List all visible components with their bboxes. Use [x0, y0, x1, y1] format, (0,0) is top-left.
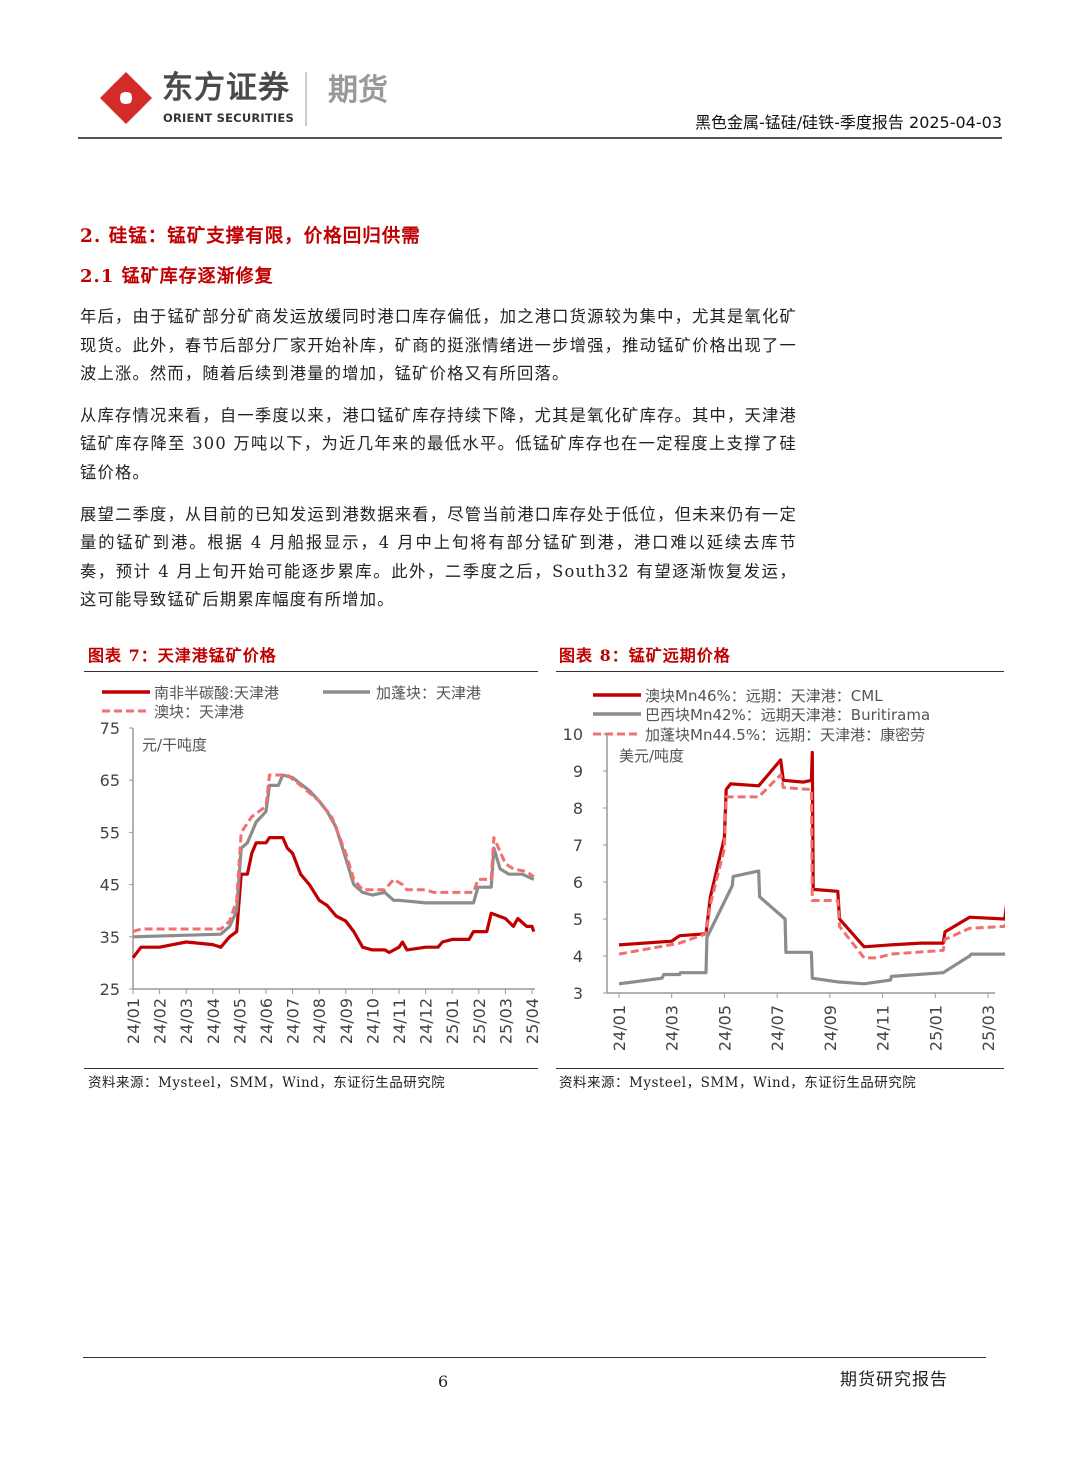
y-tick-label: 25: [100, 980, 120, 999]
x-tick-label: 25/01: [443, 998, 462, 1044]
y-tick-label: 4: [573, 947, 583, 966]
x-tick-label: 24/01: [610, 1005, 629, 1051]
x-tick-label: 24/08: [310, 998, 329, 1044]
x-tick-label: 24/11: [390, 998, 409, 1044]
body-text: 年后，由于锰矿部分矿商发运放缓同时港口库存偏低，加之港口货源较为集中，尤其是氧化…: [80, 303, 797, 628]
x-tick-label: 25/01: [926, 1005, 945, 1051]
header-divider: [78, 137, 1002, 139]
legend-label: 加蓬块Mn44.5%：远期：天津港：康密劳: [645, 726, 925, 744]
x-tick-label: 24/09: [821, 1005, 840, 1051]
figure-8-source: 资料来源：Mysteel，SMM，Wind，东证衍生品研究院: [559, 1075, 917, 1091]
legend: 澳块Mn46%：远期：天津港：CML 巴西块Mn42%：远期天津港：Buriti…: [593, 687, 930, 744]
logo-division: 期货: [328, 73, 388, 108]
y-axis-unit: 美元/吨度: [619, 747, 684, 765]
figure-7-chart: 南非半碳酸:天津港 加蓬块：天津港 澳块：天津港 元/干吨度 25 35 45 55 6…: [100, 684, 540, 1044]
x-tick-label: 25/03: [979, 1005, 998, 1051]
x-tick-label: 24/05: [715, 1005, 734, 1051]
footer-divider: [83, 1357, 986, 1358]
paragraph: 从库存情况来看，自一季度以来，港口锰矿库存持续下降，尤其是氧化矿库存。其中，天津…: [80, 405, 797, 482]
x-tick-label: 24/01: [124, 998, 143, 1044]
company-logo: [98, 70, 154, 126]
subsection-heading: 2.1 锰矿库存逐渐修复: [80, 266, 274, 287]
x-tick-label: 24/03: [177, 998, 196, 1044]
y-tick-label: 55: [100, 823, 120, 842]
x-tick-label: 24/09: [337, 998, 356, 1044]
y-tick-label: 65: [100, 771, 120, 790]
y-tick-label: 45: [100, 876, 120, 895]
legend-label: 澳块：天津港: [154, 703, 244, 721]
figure-8-chart: 澳块Mn46%：远期：天津港：CML 巴西块Mn42%：远期天津港：Buriti…: [563, 687, 1005, 1051]
x-tick-label: 24/11: [874, 1005, 893, 1051]
y-tick-label: 7: [573, 836, 583, 855]
y-tick-label: 6: [573, 873, 583, 892]
legend-label: 巴西块Mn42%：远期天津港：Buritirama: [645, 706, 930, 724]
figure-8-top-rule: [556, 671, 1004, 672]
logo-mark-icon: [100, 72, 152, 124]
legend-label: 南非半碳酸:天津港: [154, 684, 279, 702]
x-tick-label: 24/06: [257, 998, 276, 1044]
footer-report-type: 期货研究报告: [840, 1370, 948, 1390]
series-line-0: [618, 750, 1005, 949]
y-tick-label: 3: [573, 984, 583, 1003]
x-tick-label: 24/07: [284, 998, 303, 1044]
y-tick-label: 35: [100, 928, 120, 947]
figure-7-bottom-rule: [84, 1068, 538, 1069]
legend-label: 澳块Mn46%：远期：天津港：CML: [645, 687, 883, 705]
x-tick-label: 25/04: [523, 998, 540, 1044]
logo-chinese-name: 东方证券: [162, 70, 290, 106]
figure-7-top-rule: [84, 671, 538, 672]
x-tick-label: 24/10: [363, 998, 382, 1044]
paragraph: 年后，由于锰矿部分矿商发运放缓同时港口库存偏低，加之港口货源较为集中，尤其是氧化…: [80, 307, 797, 384]
y-tick-label: 10: [563, 725, 583, 744]
x-tick-label: 25/02: [470, 998, 489, 1044]
series-line-0: [131, 836, 536, 959]
logo-english-name: ORIENT SECURITIES: [163, 111, 294, 125]
x-tick-label: 24/07: [768, 1005, 787, 1051]
series-line-2: [618, 773, 1005, 960]
logo-divider: [305, 72, 307, 126]
y-tick-label: 8: [573, 799, 583, 818]
figure-7-source: 资料来源：Mysteel，SMM，Wind，东证衍生品研究院: [88, 1075, 446, 1091]
legend-label: 加蓬块：天津港: [376, 684, 481, 702]
x-tick-label: 25/03: [496, 998, 515, 1044]
x-tick-label: 24/02: [151, 998, 170, 1044]
report-info: 黑色金属-锰硅/硅铁-季度报告 2025-04-03: [694, 113, 1002, 132]
y-tick-label: 75: [100, 719, 120, 738]
series-line-1: [618, 869, 1005, 986]
section-heading: 2. 硅锰：锰矿支撑有限，价格回归供需: [80, 226, 421, 247]
figure-8-bottom-rule: [556, 1068, 1004, 1069]
y-axis-unit: 元/干吨度: [142, 736, 207, 754]
y-tick-label: 9: [573, 762, 583, 781]
x-tick-label: 24/05: [230, 998, 249, 1044]
x-tick-label: 24/03: [663, 1005, 682, 1051]
paragraph: 展望二季度，从目前的已知发运到港数据来看，尽管当前港口库存处于低位，但未来仍有一…: [80, 504, 797, 610]
figure-7-title: 图表 7：天津港锰矿价格: [88, 646, 277, 665]
legend: 南非半碳酸:天津港 加蓬块：天津港 澳块：天津港: [102, 684, 481, 721]
figure-8-title: 图表 8：锰矿远期价格: [559, 646, 731, 665]
page-number: 6: [438, 1372, 449, 1391]
series-line-2: [132, 773, 535, 934]
x-tick-label: 24/04: [204, 998, 223, 1044]
y-tick-label: 5: [573, 910, 583, 929]
x-tick-label: 24/12: [417, 998, 436, 1044]
